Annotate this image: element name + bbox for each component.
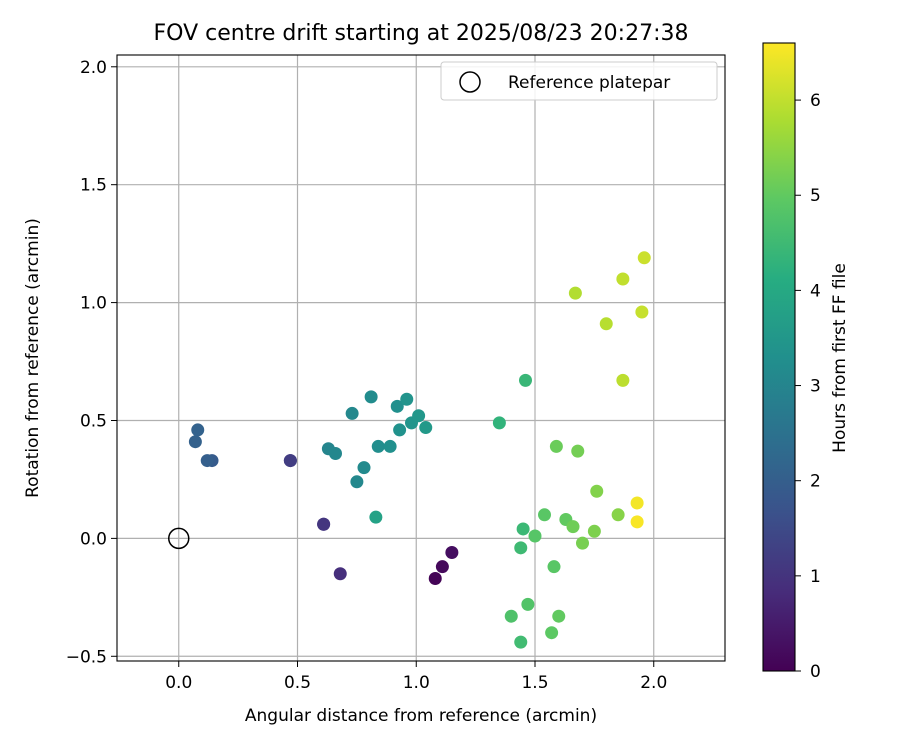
- data-point: [630, 496, 644, 510]
- legend: Reference platepar: [440, 61, 718, 101]
- x-tick-label: 0.0: [165, 673, 192, 693]
- data-point: [616, 272, 630, 286]
- data-point: [616, 373, 630, 387]
- data-point: [630, 515, 644, 529]
- data-point: [571, 444, 585, 458]
- colorbar-tick-label: 3: [810, 377, 821, 397]
- data-point: [188, 435, 202, 449]
- data-point: [547, 560, 561, 574]
- y-tick-label: 1.5: [80, 176, 107, 196]
- x-axis-label: Angular distance from reference (arcmin): [245, 706, 597, 726]
- data-point: [200, 454, 214, 468]
- x-tick-label: 1.0: [403, 673, 430, 693]
- data-point: [566, 520, 580, 534]
- colorbar-tick-label: 6: [810, 91, 821, 111]
- legend-marker-icon: [459, 71, 481, 93]
- plot-frame: [116, 54, 726, 662]
- plot-background: [117, 55, 725, 661]
- colorbar-tick-label: 2: [810, 472, 821, 492]
- legend-box: [440, 61, 718, 101]
- data-point: [317, 517, 331, 531]
- x-tick-label: 2.0: [640, 673, 667, 693]
- colorbar-tick-label: 4: [810, 281, 821, 301]
- data-point: [599, 317, 613, 331]
- data-point: [549, 439, 563, 453]
- data-point: [371, 439, 385, 453]
- grid: [117, 55, 725, 661]
- colorbar-ticks: 0 1 2 3 4 5 6: [795, 91, 821, 682]
- data-point: [364, 390, 378, 404]
- data-point: [345, 406, 359, 420]
- data-point: [635, 305, 649, 319]
- colorbar: [762, 42, 796, 672]
- data-point: [329, 446, 342, 460]
- y-axis-label: Rotation from reference (arcmin): [23, 218, 43, 498]
- y-tick-label: 0.0: [80, 529, 107, 549]
- data-point: [519, 373, 532, 387]
- data-point: [514, 541, 528, 555]
- y-axis-ticks: −0.5 0.0 0.5 1.0 1.5 2.0: [66, 58, 117, 667]
- legend-entry-reference-platepar: Reference platepar: [508, 73, 670, 93]
- data-point: [521, 597, 535, 611]
- colorbar-label: Hours from first FF file: [830, 263, 850, 453]
- data-point: [637, 251, 651, 265]
- data-point: [400, 392, 414, 406]
- data-point: [528, 529, 542, 543]
- reference-point-marker: [168, 527, 190, 550]
- data-point: [369, 510, 383, 524]
- chart-title: FOV centre drift starting at 2025/08/23 …: [154, 21, 689, 46]
- data-point: [428, 571, 442, 585]
- data-point: [191, 423, 205, 437]
- data-point: [333, 567, 347, 581]
- data-point: [412, 409, 426, 423]
- data-point: [492, 416, 506, 430]
- x-axis-ticks: 0.0 0.5 1.0 1.5 2.0: [165, 661, 667, 693]
- data-point: [590, 484, 604, 498]
- colorbar-tick-label: 0: [810, 662, 821, 682]
- data-point: [435, 560, 449, 574]
- data-point: [568, 286, 582, 300]
- colorbar-tick-label: 5: [810, 186, 821, 206]
- data-point: [538, 508, 551, 522]
- data-point: [283, 454, 297, 468]
- data-point: [516, 522, 530, 536]
- y-tick-label: −0.5: [66, 647, 107, 667]
- data-point: [383, 439, 397, 453]
- data-point: [393, 423, 407, 437]
- data-point: [514, 635, 528, 649]
- data-point: [445, 546, 459, 560]
- y-tick-label: 0.5: [80, 411, 107, 431]
- data-point: [390, 399, 404, 413]
- data-point: [611, 508, 625, 522]
- y-tick-label: 1.0: [80, 294, 107, 314]
- x-tick-label: 0.5: [284, 673, 311, 693]
- data-point: [357, 461, 371, 475]
- data-point: [504, 609, 518, 623]
- x-tick-label: 1.5: [521, 673, 548, 693]
- data-point: [419, 421, 433, 435]
- data-point: [587, 524, 601, 538]
- data-points: [188, 251, 651, 649]
- data-point: [545, 626, 559, 640]
- data-point: [350, 475, 364, 489]
- data-point: [576, 536, 589, 550]
- colorbar-tick-label: 1: [810, 567, 821, 587]
- y-tick-label: 2.0: [80, 58, 107, 78]
- data-point: [552, 609, 566, 623]
